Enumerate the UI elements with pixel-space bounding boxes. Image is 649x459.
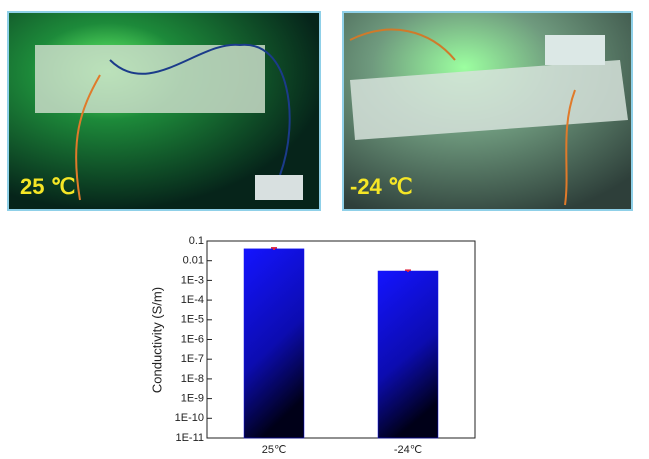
y-tick-label: 1E-7: [181, 353, 204, 365]
wire: [349, 28, 456, 61]
x-tick-label: -24℃: [394, 444, 422, 456]
y-tick-label: 1E-3: [181, 274, 204, 286]
y-tick-label: 1E-9: [181, 393, 204, 405]
wire: [109, 43, 291, 176]
wire: [564, 89, 576, 206]
y-axis-label: Conductivity (S/m): [149, 287, 164, 393]
y-tick-label: 1E-8: [181, 373, 204, 385]
sample: [545, 35, 605, 65]
y-tick-label: 1E-6: [181, 333, 204, 345]
y-tick-label: 1E-11: [175, 432, 204, 444]
y-tick-label: 1E-5: [181, 314, 204, 326]
x-tick-label: 25℃: [262, 444, 287, 456]
photo-label: -24 ℃: [350, 174, 413, 199]
y-tick-label: 1E-4: [181, 294, 204, 306]
y-tick-label: 1E-10: [175, 412, 204, 424]
y-tick-label: 0.01: [183, 255, 204, 267]
wire: [75, 74, 101, 201]
bar: [243, 248, 305, 439]
bar: [377, 270, 439, 439]
photo-left: 25 ℃: [7, 11, 321, 211]
breadboard: [350, 60, 628, 140]
photo-label: 25 ℃: [20, 174, 75, 199]
y-tick-label: 0.1: [189, 235, 204, 247]
photo-right: -24 ℃: [342, 11, 633, 211]
breadboard: [35, 45, 265, 113]
sample: [255, 175, 303, 200]
